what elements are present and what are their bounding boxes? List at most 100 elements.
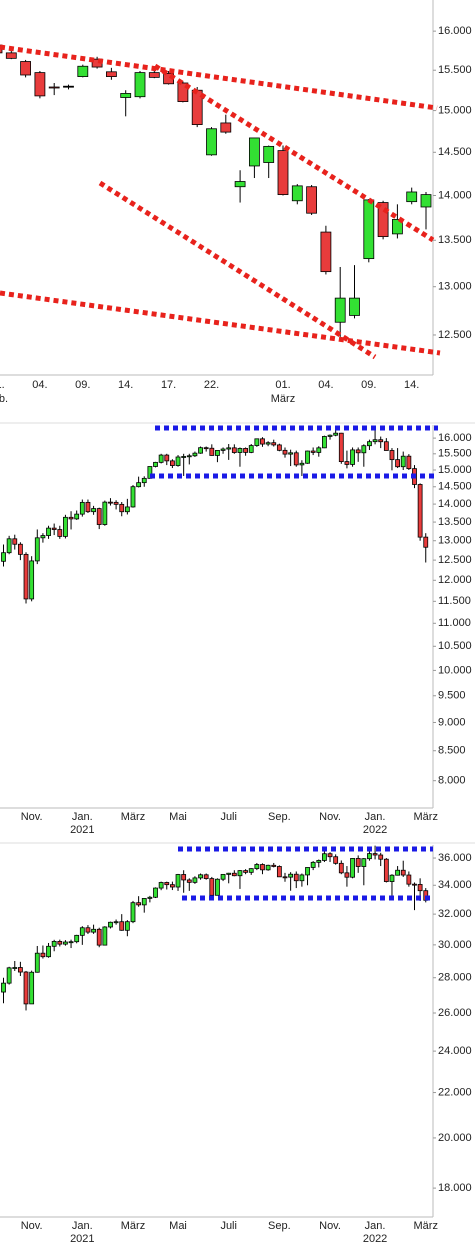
candle-body [293, 873, 299, 882]
candle-body [23, 971, 29, 1005]
x-tick-label: Nov. [21, 811, 43, 823]
candle-body [265, 442, 271, 445]
candle-body [350, 858, 355, 878]
candle-body [277, 150, 289, 196]
candle-body [102, 501, 108, 525]
candle-body [77, 65, 89, 77]
candle-body [288, 452, 294, 455]
x-tick-label: Mai [169, 1220, 187, 1232]
candle-body [48, 86, 60, 89]
candle-body [158, 882, 164, 889]
candle-body [271, 864, 277, 867]
x-tick-sublabel: 2022 [363, 824, 387, 836]
candle-body [220, 448, 226, 451]
candle-body [134, 72, 146, 98]
candle-body [5, 52, 17, 59]
candle-body [136, 902, 142, 906]
candle-body [113, 921, 119, 924]
candle-body [119, 503, 125, 513]
candle-body [192, 452, 198, 457]
candle-body [106, 71, 117, 77]
candle-body [363, 199, 375, 260]
candle-body [377, 202, 389, 238]
y-tick-label: 13.500 [438, 516, 472, 528]
candle-body [293, 452, 299, 466]
x-tick-label: 14. [118, 379, 133, 391]
candle-body [322, 436, 327, 449]
candle-body [299, 874, 305, 882]
candle-body [141, 477, 147, 484]
candle-body [164, 882, 170, 886]
candle-body [243, 870, 248, 873]
candle-body [310, 861, 316, 868]
candle-body [46, 527, 51, 536]
candle-body [378, 854, 384, 860]
candle-body [378, 439, 384, 443]
marks [0, 0, 475, 1218]
trendlines [0, 44, 441, 901]
candle-body [74, 513, 80, 520]
x-tick-label: Nov. [21, 1220, 43, 1232]
candle-body [57, 529, 63, 537]
candle-body [124, 921, 130, 931]
candle-body [1, 552, 6, 562]
x-tick-sublabel: 2021 [70, 824, 94, 836]
candle-body [164, 454, 170, 462]
x-tick-label: Mai [169, 811, 187, 823]
candle-body [91, 928, 96, 933]
candle-body [338, 432, 344, 463]
candle-body [23, 553, 29, 600]
candle-body [367, 853, 372, 860]
candle-body [119, 921, 125, 931]
candle-body [17, 543, 23, 555]
candle-body [68, 941, 74, 944]
candle-body [192, 877, 198, 883]
x-tick-label: März [121, 1220, 145, 1232]
trendline [153, 63, 435, 243]
candle-body [153, 887, 158, 898]
y-tick-label: 26.000 [438, 1007, 472, 1019]
x-tick-label: Nov. [319, 1220, 341, 1232]
x-tick-label: März [414, 1220, 438, 1232]
x-tick-label: 01. [275, 379, 290, 391]
y-tick-label: 12.500 [438, 329, 472, 341]
candle-body [243, 448, 248, 453]
candle-body [12, 538, 18, 545]
candle-body [147, 466, 153, 479]
candle-body [260, 864, 265, 871]
candle-body [203, 874, 209, 879]
candle-body [220, 122, 232, 133]
candle-body [361, 445, 367, 454]
trendline [0, 44, 438, 111]
candle-body [372, 853, 378, 856]
candle-body [383, 441, 389, 451]
candle-body [417, 884, 423, 892]
candle-body [79, 927, 85, 936]
x-tick-sublabel: 2022 [363, 1233, 387, 1245]
candle-body [355, 449, 361, 454]
y-tick-label: 15.500 [438, 448, 472, 460]
candle-body [423, 536, 429, 548]
candle-body [169, 884, 175, 888]
candle-body [63, 85, 74, 88]
candle-body [271, 442, 277, 446]
candle-body [74, 934, 80, 943]
candle-body [120, 93, 132, 98]
candle-body [1, 982, 6, 993]
candle-body [220, 873, 226, 880]
candle-body [349, 297, 360, 316]
candle-body [96, 508, 102, 525]
candle-body [206, 128, 217, 156]
y-tick-label: 14.500 [438, 481, 472, 493]
candle-body [215, 449, 220, 456]
x-tick-label: Juli [220, 1220, 237, 1232]
candle-body [395, 459, 401, 468]
x-tick-label: 22. [204, 379, 219, 391]
candle-body [85, 927, 91, 933]
x-tick-label: 17. [161, 379, 176, 391]
y-tick-label: 12.000 [438, 574, 472, 586]
x-tick-label: Jan. [72, 811, 93, 823]
candle-body [282, 876, 288, 879]
y-tick-label: 9.500 [438, 690, 466, 702]
